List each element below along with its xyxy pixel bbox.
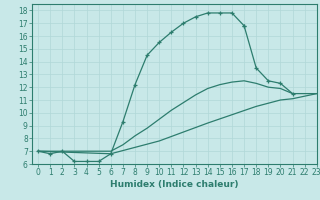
X-axis label: Humidex (Indice chaleur): Humidex (Indice chaleur) xyxy=(110,180,239,189)
